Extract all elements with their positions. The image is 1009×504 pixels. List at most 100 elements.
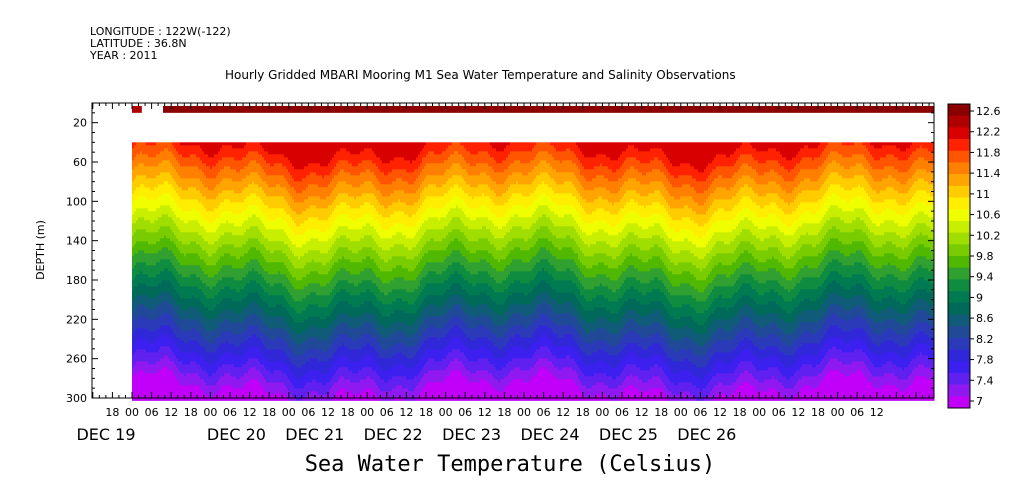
heatmap-cell xyxy=(134,388,137,392)
heatmap-cell xyxy=(160,394,163,398)
heatmap-cell xyxy=(186,148,189,152)
heatmap-cell xyxy=(188,166,191,170)
heatmap-cell xyxy=(152,142,155,146)
heatmap-cell xyxy=(150,364,153,368)
heatmap-cell xyxy=(160,286,163,290)
heatmap-cell xyxy=(138,289,141,293)
heatmap-cell xyxy=(188,253,191,257)
heatmap-cell xyxy=(140,376,143,380)
heatmap-cell xyxy=(182,238,185,242)
heatmap-cell xyxy=(168,211,171,215)
heatmap-cell xyxy=(146,379,149,383)
heatmap-cell xyxy=(162,181,165,185)
heatmap-cell xyxy=(182,373,185,377)
heatmap-cell xyxy=(190,148,193,152)
heatmap-cell xyxy=(132,280,135,284)
heatmap-cell xyxy=(148,289,151,293)
heatmap-cell xyxy=(176,142,179,146)
heatmap-cell xyxy=(166,334,169,338)
heatmap-cell xyxy=(166,232,169,236)
heatmap-cell xyxy=(172,286,175,290)
heatmap-cell xyxy=(180,394,183,398)
heatmap-cell xyxy=(182,196,185,200)
heatmap-cell xyxy=(134,211,137,215)
heatmap-cell xyxy=(180,289,183,293)
heatmap-cell xyxy=(152,247,155,251)
heatmap-cell xyxy=(142,190,145,194)
heatmap-cell xyxy=(172,214,175,218)
heatmap-cell xyxy=(164,190,167,194)
heatmap-cell xyxy=(182,241,185,245)
heatmap-cell xyxy=(140,181,143,185)
heatmap-cell xyxy=(164,154,167,158)
heatmap-cell xyxy=(188,184,191,188)
heatmap-cell xyxy=(152,148,155,152)
heatmap-cell xyxy=(164,295,167,299)
heatmap-cell xyxy=(168,280,171,284)
heatmap-cell xyxy=(172,310,175,314)
heatmap-cell xyxy=(154,256,157,260)
heatmap-cell xyxy=(132,391,135,395)
heatmap-cell xyxy=(138,247,141,251)
heatmap-cell xyxy=(142,361,145,365)
heatmap-cell xyxy=(166,199,169,203)
heatmap-cell xyxy=(166,325,169,329)
heatmap-cell xyxy=(186,325,189,329)
heatmap-cell xyxy=(164,157,167,161)
heatmap-cell xyxy=(178,238,181,242)
heatmap-cell xyxy=(180,355,183,359)
heatmap-cell xyxy=(190,289,193,293)
heatmap-cell xyxy=(184,181,187,185)
heatmap-cell xyxy=(168,151,171,155)
heatmap-cell xyxy=(186,157,189,161)
heatmap-cell xyxy=(140,304,143,308)
heatmap-cell xyxy=(184,190,187,194)
heatmap-cell xyxy=(188,262,191,266)
heatmap-cell xyxy=(184,253,187,257)
heatmap-cell xyxy=(178,286,181,290)
heatmap-cell xyxy=(180,232,183,236)
heatmap-cell xyxy=(164,316,167,320)
heatmap-cell xyxy=(148,298,151,302)
heatmap-cell xyxy=(156,247,159,251)
heatmap-cell xyxy=(190,208,193,212)
heatmap-cell xyxy=(186,256,189,260)
heatmap-cell xyxy=(136,331,139,335)
heatmap-cell xyxy=(160,163,163,167)
heatmap-cell xyxy=(138,253,141,257)
heatmap-cell xyxy=(178,178,181,182)
heatmap-cell xyxy=(180,247,183,251)
heatmap-cell xyxy=(184,373,187,377)
heatmap-cell xyxy=(188,250,191,254)
heatmap-cell xyxy=(190,160,193,164)
heatmap-cell xyxy=(150,229,153,233)
heatmap-cell xyxy=(134,238,137,242)
heatmap-cell xyxy=(162,214,165,218)
heatmap-cell xyxy=(152,259,155,263)
heatmap-cell xyxy=(180,181,183,185)
heatmap-cell xyxy=(146,283,149,287)
heatmap-cell xyxy=(172,223,175,227)
heatmap-cell xyxy=(188,394,191,398)
heatmap-cell xyxy=(162,280,165,284)
heatmap-cell xyxy=(170,235,173,239)
heatmap-cell xyxy=(154,382,157,386)
heatmap-cell xyxy=(138,349,141,353)
heatmap-cell xyxy=(164,271,167,275)
heatmap-cell xyxy=(140,349,143,353)
heatmap-cell xyxy=(168,157,171,161)
heatmap-cell xyxy=(168,247,171,251)
heatmap-cell xyxy=(166,346,169,350)
heatmap-cell xyxy=(164,211,167,215)
heatmap-cell xyxy=(148,205,151,209)
heatmap-cell xyxy=(162,172,165,176)
heatmap-cell xyxy=(142,247,145,251)
heatmap-cell xyxy=(180,217,183,221)
heatmap-cell xyxy=(146,220,149,224)
heatmap-cell xyxy=(138,298,141,302)
heatmap-cell xyxy=(188,319,191,323)
heatmap-cell xyxy=(152,310,155,314)
heatmap-cell xyxy=(154,262,157,266)
heatmap-cell xyxy=(186,163,189,167)
heatmap-cell xyxy=(186,181,189,185)
